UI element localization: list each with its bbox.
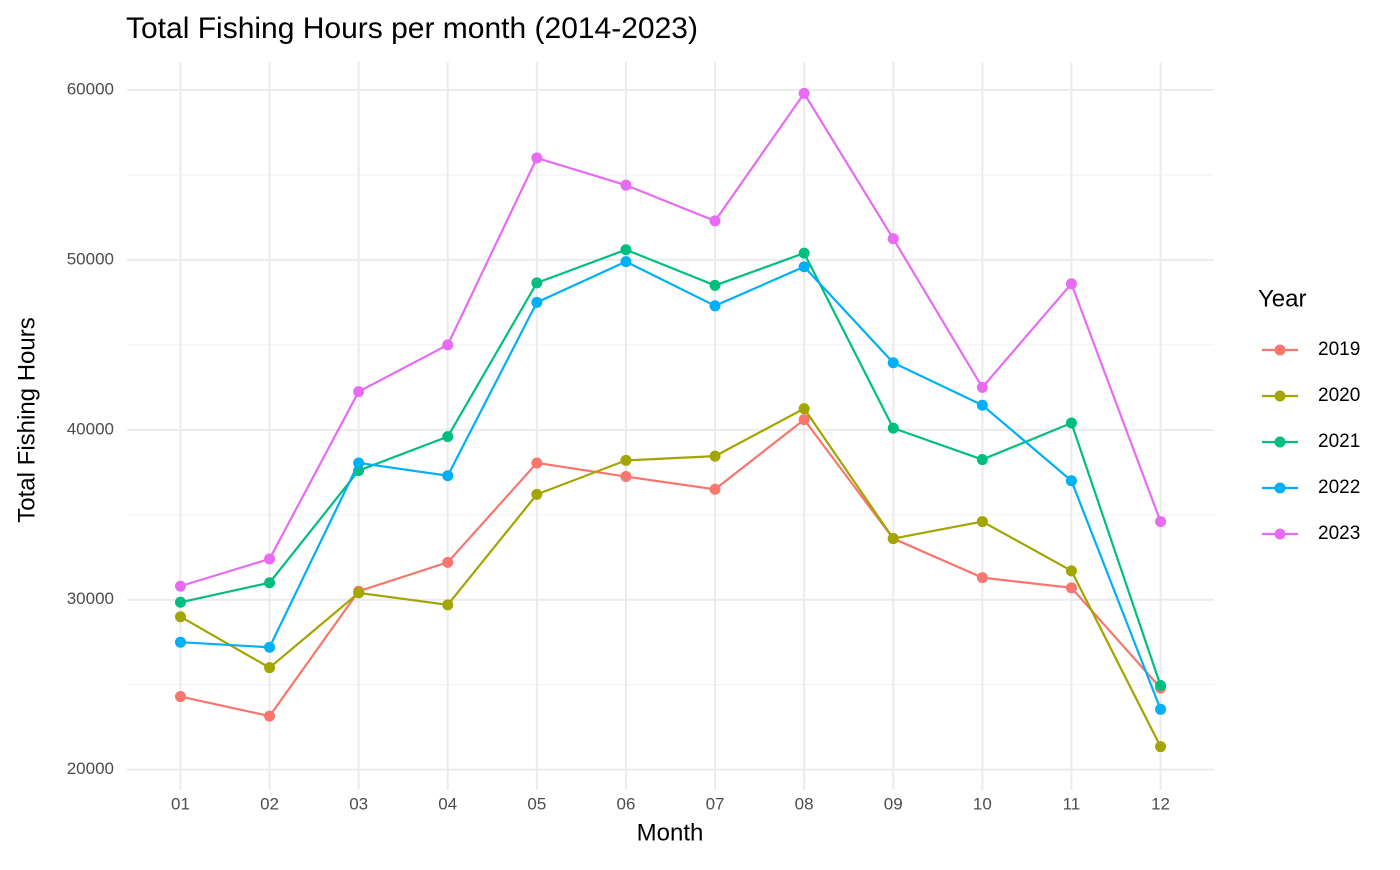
x-tick-label: 04 [438,794,457,813]
legend-key-point [1274,390,1286,402]
data-point [620,244,632,256]
data-point [887,233,899,245]
data-point [1065,582,1077,594]
data-point [1155,703,1167,715]
data-point [620,179,632,191]
data-point [264,577,276,589]
x-axis-label: Month [637,819,704,846]
data-point [531,488,543,500]
data-point [887,533,899,545]
y-axis-label: Total Fishing Hours [13,317,40,522]
y-tick-label: 20000 [67,759,114,778]
x-tick-label: 09 [884,794,903,813]
data-point [798,403,810,415]
x-tick-label: 03 [349,794,368,813]
x-tick-label: 06 [616,794,635,813]
data-point [264,710,276,722]
data-point [531,152,543,164]
series-line [180,248,1162,686]
legend-title: Year [1258,285,1307,312]
data-point [798,261,810,273]
y-tick-label: 30000 [67,589,114,608]
data-point [1155,680,1167,692]
series-line [180,418,1162,718]
data-point [709,300,721,312]
data-point [709,215,721,227]
data-point [620,256,632,268]
x-tick-label: 10 [973,794,992,813]
legend-label: 2019 [1318,339,1360,360]
x-tick-label: 07 [706,794,725,813]
data-point [1155,516,1167,528]
legend-key-point [1274,436,1286,448]
data-point [620,471,632,483]
data-point [264,662,276,674]
x-tick-label: 08 [795,794,814,813]
data-point [531,277,543,289]
data-point [174,596,186,608]
data-point [798,87,810,99]
legend-label: 2021 [1318,431,1360,452]
data-point [264,553,276,565]
x-tick-label: 01 [171,794,190,813]
data-point [976,454,988,466]
y-tick-label: 50000 [67,249,114,268]
data-point [531,296,543,308]
data-point [1065,278,1077,290]
data-point [442,470,454,482]
data-point [887,357,899,369]
data-point [1065,565,1077,577]
data-point [174,580,186,592]
data-point [976,399,988,411]
data-point [976,381,988,393]
legend-key-point [1274,482,1286,494]
data-point [620,454,632,466]
data-point [798,247,810,259]
data-point [353,386,365,398]
legend-label: 2022 [1318,477,1360,498]
data-point [442,431,454,443]
series-line [180,260,1162,710]
x-tick-label: 12 [1151,794,1170,813]
data-point [174,691,186,703]
data-point [264,641,276,653]
data-point [976,516,988,528]
y-tick-label: 40000 [67,419,114,438]
legend-key-point [1274,528,1286,540]
data-point [887,422,899,434]
data-point [442,599,454,611]
legend-label: 2020 [1318,385,1360,406]
data-point [709,483,721,495]
data-point [1065,417,1077,429]
data-point [798,414,810,426]
data-point [442,339,454,351]
x-tick-label: 11 [1063,794,1081,813]
chart-title: Total Fishing Hours per month (2014-2023… [126,12,698,45]
series-line [180,91,1162,588]
data-point [976,572,988,584]
data-point [442,556,454,568]
data-point [1065,475,1077,487]
y-tick-label: 60000 [67,80,114,99]
legend-label: 2023 [1318,523,1360,544]
data-point [174,636,186,648]
data-point [1155,741,1167,753]
series-line [179,407,1162,748]
x-tick-label: 02 [260,794,279,813]
data-point [531,457,543,469]
data-point [174,611,186,623]
data-point [353,457,365,469]
data-point [353,587,365,599]
data-point [709,450,721,462]
data-point [709,279,721,291]
x-tick-label: 05 [527,794,546,813]
legend-key-point [1274,344,1286,356]
